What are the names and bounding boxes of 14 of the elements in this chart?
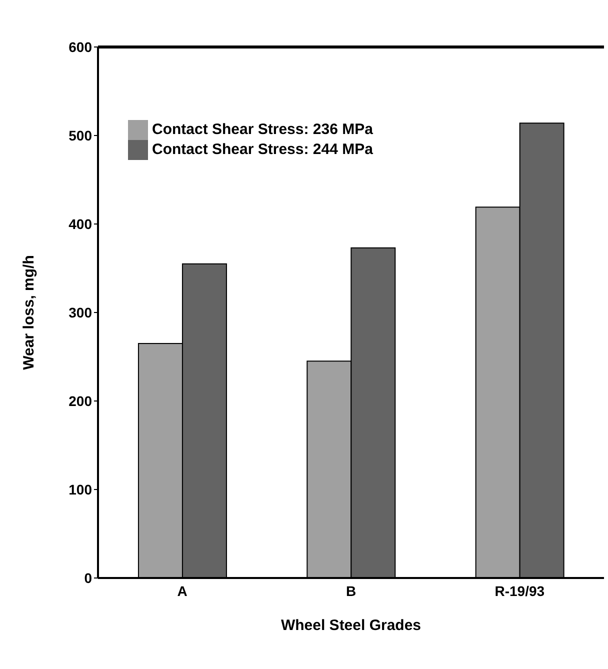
x-tick-label: B <box>346 582 356 599</box>
x-tick-label: R-19/93 <box>494 582 545 599</box>
y-tick-label: 600 <box>68 38 92 55</box>
legend-label: Contact Shear Stress: 236 MPa <box>152 120 373 138</box>
y-tick-label: 200 <box>68 392 92 409</box>
y-tick-label: 0 <box>84 570 92 586</box>
y-tick-label: 100 <box>68 481 92 498</box>
y-tick-label: 400 <box>68 216 92 232</box>
y-axis-title: Wear loss, mg/h <box>20 255 38 370</box>
legend-label: Contact Shear Stress: 244 MPa <box>152 140 373 158</box>
y-tick-label: 300 <box>68 304 92 320</box>
y-tick-label: 500 <box>68 127 92 144</box>
x-axis-title: Wheel Steel Grades <box>280 617 422 634</box>
x-tick-label: A <box>177 582 188 599</box>
